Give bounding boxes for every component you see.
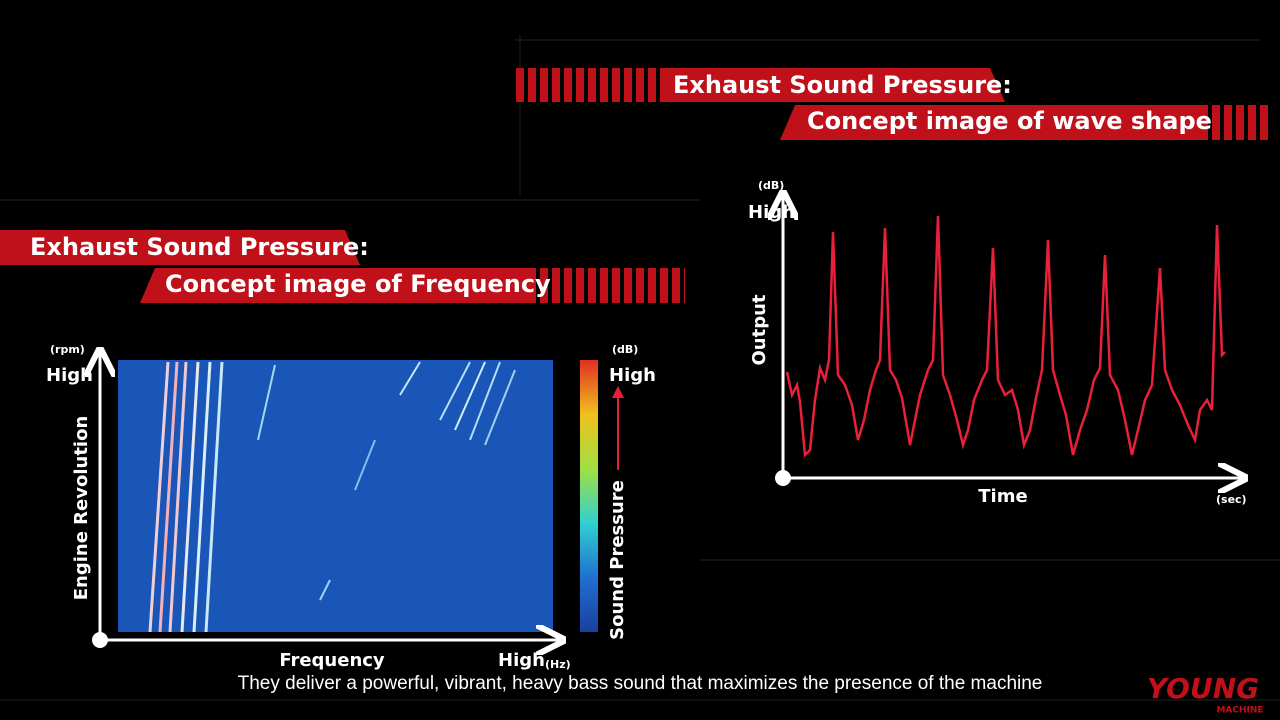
x-label: Frequency xyxy=(279,650,385,671)
y-unit: (rpm) xyxy=(50,343,85,356)
origin xyxy=(775,470,791,486)
logo-sub: MACHINE xyxy=(1216,706,1263,716)
wave-chart: (dB) High Output Time (sec) xyxy=(748,179,1247,507)
y-unit: (dB) xyxy=(758,179,784,192)
wave-line xyxy=(785,215,1226,458)
frequency-banner: Exhaust Sound Pressure: Concept image of… xyxy=(0,230,685,303)
caption: They deliver a powerful, vibrant, heavy … xyxy=(238,673,1043,694)
y-high: High xyxy=(46,365,93,386)
x-label: Time xyxy=(978,486,1027,507)
scale-unit: (dB) xyxy=(612,343,638,356)
harmonics xyxy=(148,361,516,633)
x-unit: (sec) xyxy=(1216,493,1247,506)
frequency-chart: (rpm) High Engine Revolution Frequency H… xyxy=(46,343,656,671)
y-label: Output xyxy=(749,294,770,365)
banner-subtitle: Concept image of Frequency xyxy=(165,270,551,298)
y-label: Engine Revolution xyxy=(71,416,92,601)
banner-title: Exhaust Sound Pressure: xyxy=(673,71,1012,99)
y-high: High xyxy=(748,202,795,223)
wave-banner: Exhaust Sound Pressure: Concept image of… xyxy=(515,68,1270,140)
x-high: High xyxy=(498,650,545,671)
banner-subtitle: Concept image of wave shape xyxy=(807,107,1212,135)
color-scale xyxy=(580,360,598,632)
scale-arrow-head xyxy=(612,386,624,398)
scale-high: High xyxy=(609,365,656,386)
x-unit: (Hz) xyxy=(545,658,571,671)
scale-label: Sound Pressure xyxy=(607,480,628,640)
banner-title: Exhaust Sound Pressure: xyxy=(30,233,369,261)
origin xyxy=(92,632,108,648)
logo: YOUNG xyxy=(1147,672,1259,705)
background-grid xyxy=(0,35,1280,701)
